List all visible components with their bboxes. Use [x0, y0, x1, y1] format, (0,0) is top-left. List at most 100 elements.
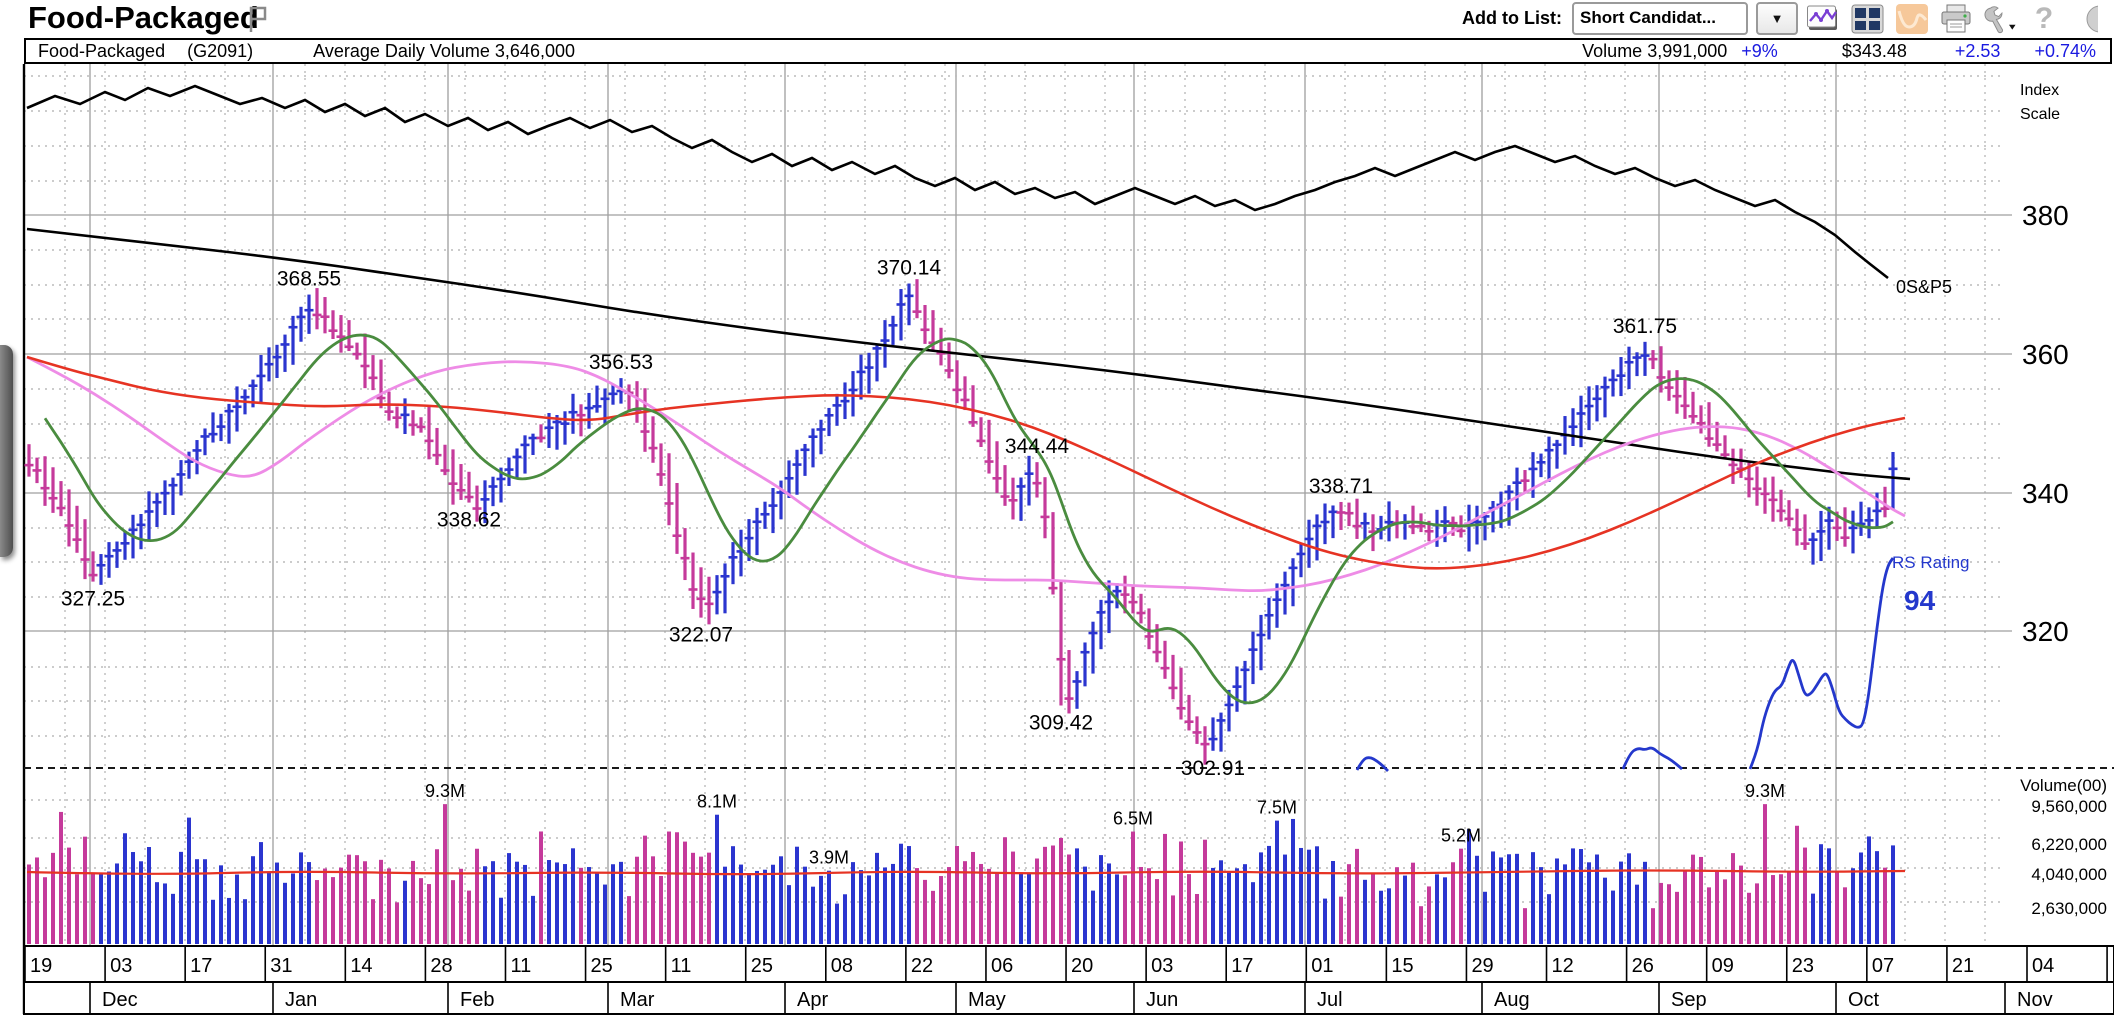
- svg-text:29: 29: [1471, 955, 1493, 977]
- svg-text:21: 21: [1952, 955, 1974, 977]
- svg-text:302.91: 302.91: [1181, 757, 1245, 780]
- svg-text:368.55: 368.55: [277, 268, 341, 291]
- svg-text:4,040,000: 4,040,000: [2031, 865, 2107, 884]
- svg-text:Index: Index: [2020, 82, 2059, 99]
- toolbar-right: Add to List: Short Candidat... ▼: [1462, 2, 2106, 35]
- svg-text:28: 28: [430, 955, 452, 977]
- line-chart-icon[interactable]: [1806, 3, 1842, 35]
- svg-text:340: 340: [2022, 478, 2069, 509]
- price-change: +2.53: [1954, 40, 2001, 61]
- page-title: Food-Packaged: [28, 0, 259, 35]
- svg-text:Nov: Nov: [2017, 989, 2053, 1011]
- svg-text:11: 11: [510, 955, 531, 977]
- svg-text:9.3M: 9.3M: [1745, 781, 1785, 801]
- volume-bars: [27, 804, 1895, 944]
- svg-text:361.75: 361.75: [1613, 315, 1677, 338]
- price-percent-change: +0.74%: [2034, 40, 2096, 61]
- svg-text:344.44: 344.44: [1005, 435, 1070, 458]
- group-symbol: (G2091): [187, 40, 254, 61]
- ma-violet-line: [26, 355, 1906, 593]
- svg-text:9.3M: 9.3M: [425, 781, 465, 801]
- svg-text:9,560,000: 9,560,000: [2031, 797, 2107, 816]
- svg-text:23: 23: [1792, 955, 1814, 977]
- left-panel-handle[interactable]: [0, 345, 13, 557]
- list-dropdown-arrow-button[interactable]: ▼: [1756, 2, 1798, 35]
- gridlines: [22, 64, 2114, 1014]
- svg-text:20: 20: [1071, 955, 1093, 977]
- svg-text:7.5M: 7.5M: [1257, 798, 1297, 818]
- svg-text:03: 03: [1151, 955, 1173, 977]
- svg-text:RS Rating: RS Rating: [1892, 553, 1969, 572]
- svg-text:Mar: Mar: [620, 989, 655, 1011]
- svg-text:370.14: 370.14: [877, 257, 942, 280]
- svg-text:338.71: 338.71: [1309, 475, 1373, 498]
- price-annotations: 327.25 368.55 338.62 356.53 322.07 370.14 344.…: [61, 257, 1677, 780]
- svg-text:360: 360: [2022, 339, 2069, 370]
- rs-rating-line: [1355, 557, 1895, 772]
- current-volume: Volume 3,991,000: [1582, 40, 1728, 61]
- avg-daily-volume: Average Daily Volume 3,646,000: [313, 40, 575, 61]
- svg-text:15: 15: [1391, 955, 1413, 977]
- svg-text:03: 03: [110, 955, 132, 977]
- current-price: $343.48: [1841, 40, 1907, 61]
- print-icon[interactable]: [1938, 3, 1974, 35]
- svg-text:Aug: Aug: [1494, 989, 1530, 1011]
- svg-text:3.9M: 3.9M: [809, 848, 849, 868]
- svg-text:11: 11: [671, 955, 692, 977]
- svg-text:04: 04: [2032, 955, 2054, 977]
- chart-header-right: Volume 3,991,000 +9% $343.48 +2.53 +0.74…: [1582, 41, 2096, 62]
- ma-200-line: [26, 227, 1911, 481]
- svg-text:6,220,000: 6,220,000: [2031, 835, 2107, 854]
- svg-text:Volume(00): Volume(00): [2020, 776, 2107, 795]
- svg-text:08: 08: [831, 955, 853, 977]
- volume-spike-labels: 9.3M 8.1M 3.9M 6.5M 7.5M 5.2M 9.3M: [425, 781, 1785, 868]
- svg-text:Sep: Sep: [1671, 989, 1707, 1011]
- svg-text:356.53: 356.53: [589, 351, 653, 374]
- svg-text:07: 07: [1872, 955, 1894, 977]
- svg-text:Jul: Jul: [1317, 989, 1343, 1011]
- month-axis: Dec Jan Feb Mar Apr May Jun Jul Aug Sep Oct Nov: [23, 981, 2114, 1015]
- svg-text:25: 25: [591, 955, 613, 977]
- price-bars: [24, 279, 1898, 765]
- svg-text:Jan: Jan: [285, 989, 317, 1011]
- svg-text:Apr: Apr: [797, 989, 828, 1011]
- svg-text:338.62: 338.62: [437, 509, 501, 532]
- svg-text:94: 94: [1904, 585, 1936, 616]
- svg-text:322.07: 322.07: [669, 624, 733, 647]
- svg-text:25: 25: [751, 955, 773, 977]
- svg-text:26: 26: [1632, 955, 1654, 977]
- right-axis-labels: Index Scale 380 360 340 320 0S&P5 RS Rating 94 Vo…: [1892, 82, 2107, 918]
- svg-text:May: May: [968, 989, 1006, 1011]
- svg-text:22: 22: [911, 955, 933, 977]
- help-icon[interactable]: ?: [2034, 1, 2054, 35]
- svg-text:17: 17: [1231, 955, 1253, 977]
- flag-icon[interactable]: [246, 5, 272, 38]
- curve-chart-icon[interactable]: [1894, 3, 1930, 35]
- svg-text:Dec: Dec: [102, 989, 138, 1011]
- svg-text:309.42: 309.42: [1029, 712, 1093, 735]
- chart-header-left: Food-Packaged (G2091) Average Daily Volu…: [38, 41, 575, 62]
- svg-text:31: 31: [270, 955, 292, 977]
- svg-text:2,630,000: 2,630,000: [2031, 899, 2107, 918]
- svg-text:Scale: Scale: [2020, 106, 2060, 123]
- svg-text:Feb: Feb: [460, 989, 494, 1011]
- svg-text:0S&P5: 0S&P5: [1896, 277, 1952, 297]
- svg-text:327.25: 327.25: [61, 588, 125, 611]
- svg-text:8.1M: 8.1M: [697, 792, 737, 812]
- settings-wrench-icon[interactable]: [1982, 3, 2018, 35]
- partial-toolbar-icon[interactable]: [2070, 3, 2106, 35]
- svg-text:12: 12: [1552, 955, 1574, 977]
- sp500-line: [26, 84, 1889, 280]
- svg-text:6.5M: 6.5M: [1113, 809, 1153, 829]
- grid-view-icon[interactable]: [1850, 3, 1886, 35]
- volume-percent-change: +9%: [1741, 40, 1778, 61]
- svg-text:320: 320: [2022, 616, 2069, 647]
- ma-red-line: [26, 355, 1906, 570]
- svg-text:06: 06: [991, 955, 1013, 977]
- svg-text:01: 01: [1311, 955, 1333, 977]
- svg-text:5.2M: 5.2M: [1441, 826, 1481, 846]
- svg-text:18: 18: [2112, 955, 2114, 977]
- list-select[interactable]: Short Candidat...: [1572, 2, 1748, 35]
- stock-chart-canvas[interactable]: 9.3M 8.1M 3.9M 6.5M 7.5M 5.2M 9.3M 327.25 368.55…: [0, 64, 2114, 1018]
